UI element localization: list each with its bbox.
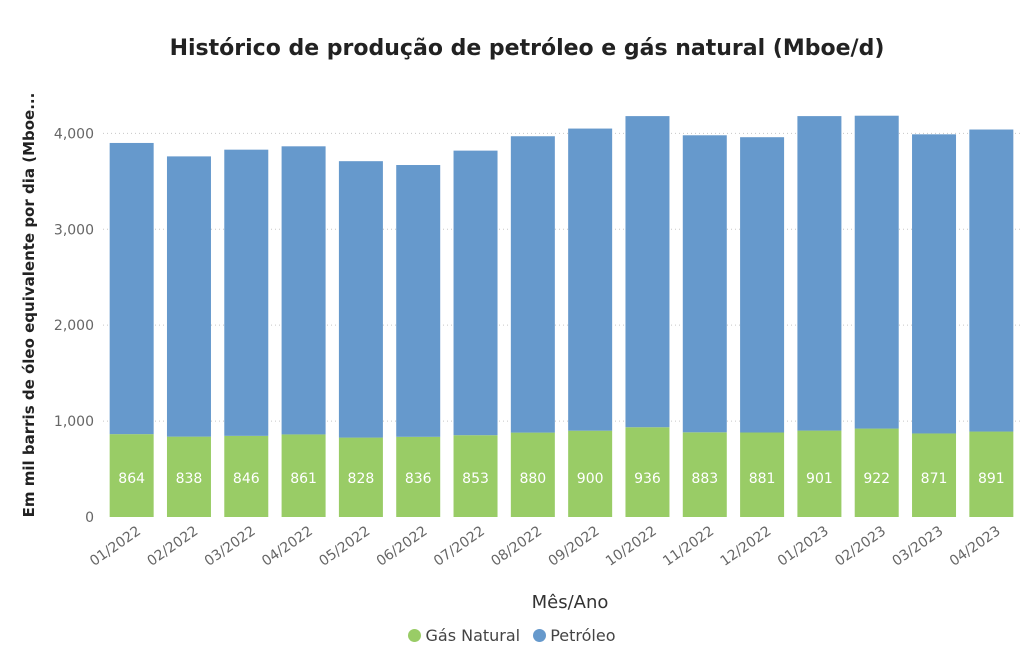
bar-gas-natural — [281, 434, 326, 517]
bar-petroleo — [224, 149, 269, 436]
data-label-gas-natural: 864 — [118, 471, 145, 487]
y-tick-label: 2,000 — [54, 318, 94, 334]
bar-petroleo — [109, 142, 154, 435]
data-label-gas-natural: 838 — [176, 471, 203, 487]
legend-label-gas: Gás Natural — [425, 626, 521, 645]
data-label-gas-natural: 883 — [691, 471, 718, 487]
y-tick-label: 1,000 — [54, 414, 94, 430]
x-tick-label: 12/2022 — [718, 523, 775, 569]
bar-petroleo — [854, 115, 899, 429]
y-tick-label: 3,000 — [54, 222, 94, 238]
legend-marker-gas — [408, 629, 422, 642]
legend-item-petroleo[interactable]: Petróleo — [533, 626, 616, 645]
bar-petroleo — [396, 165, 441, 437]
x-tick-label: 01/2023 — [775, 523, 832, 569]
bar-gas-natural — [224, 435, 269, 517]
data-label-gas-natural: 881 — [749, 471, 776, 487]
bar-gas-natural — [510, 432, 555, 517]
data-label-gas-natural: 853 — [462, 471, 489, 487]
x-tick-label: 05/2022 — [316, 523, 373, 569]
x-tick-label: 04/2022 — [259, 523, 316, 569]
legend: Gás Natural Petróleo — [0, 626, 1024, 645]
bar-gas-natural — [109, 434, 154, 517]
data-label-gas-natural: 901 — [806, 471, 833, 487]
x-tick-label: 10/2022 — [603, 523, 660, 569]
data-label-gas-natural: 880 — [519, 471, 546, 487]
bar-petroleo — [912, 134, 957, 434]
bar-gas-natural — [682, 432, 727, 517]
x-tick-label: 03/2022 — [202, 523, 259, 569]
bar-petroleo — [797, 116, 842, 431]
x-tick-label: 02/2023 — [832, 523, 889, 569]
bar-petroleo — [338, 161, 383, 438]
bar-petroleo — [453, 150, 498, 436]
legend-label-petroleo: Petróleo — [550, 626, 616, 645]
bar-gas-natural — [854, 428, 899, 517]
data-label-gas-natural: 891 — [978, 471, 1005, 487]
bar-petroleo — [969, 129, 1014, 432]
bar-petroleo — [682, 135, 727, 433]
x-tick-label: 04/2023 — [947, 523, 1004, 569]
data-label-gas-natural: 846 — [233, 471, 260, 487]
bar-gas-natural — [969, 431, 1014, 517]
bar-gas-natural — [625, 427, 670, 517]
bar-petroleo — [568, 128, 613, 431]
bar-gas-natural — [912, 433, 957, 517]
data-label-gas-natural: 871 — [921, 471, 948, 487]
bar-gas-natural — [740, 432, 785, 517]
bar-gas-natural — [797, 430, 842, 517]
x-tick-label: 03/2023 — [889, 523, 946, 569]
bar-petroleo — [510, 136, 555, 433]
bar-gas-natural — [338, 437, 383, 517]
x-tick-label: 01/2022 — [87, 523, 144, 569]
data-label-gas-natural: 922 — [863, 471, 890, 487]
legend-item-gas[interactable]: Gás Natural — [408, 626, 520, 645]
bar-petroleo — [281, 146, 326, 435]
data-label-gas-natural: 900 — [577, 471, 604, 487]
x-tick-label: 11/2022 — [660, 523, 717, 569]
legend-marker-petroleo — [533, 629, 547, 642]
y-tick-label: 0 — [85, 510, 94, 526]
chart-title: Histórico de produção de petróleo e gás … — [169, 36, 885, 61]
data-label-gas-natural: 936 — [634, 471, 661, 487]
bar-petroleo — [625, 116, 670, 428]
bar-gas-natural — [166, 436, 211, 517]
bar-gas-natural — [453, 435, 498, 517]
x-tick-label: 07/2022 — [431, 523, 488, 569]
bar-gas-natural — [396, 436, 441, 517]
bar-petroleo — [740, 137, 785, 433]
bar-petroleo — [166, 156, 211, 437]
bar-gas-natural — [568, 430, 613, 517]
x-tick-label: 09/2022 — [546, 523, 603, 569]
x-axis-title: Mês/Ano — [531, 592, 609, 613]
x-tick-label: 06/2022 — [374, 523, 431, 569]
data-label-gas-natural: 828 — [348, 471, 375, 487]
x-tick-label: 02/2022 — [144, 523, 201, 569]
data-label-gas-natural: 861 — [290, 471, 317, 487]
y-tick-label: 4,000 — [54, 126, 94, 142]
x-tick-label: 08/2022 — [488, 523, 545, 569]
data-label-gas-natural: 836 — [405, 471, 432, 487]
